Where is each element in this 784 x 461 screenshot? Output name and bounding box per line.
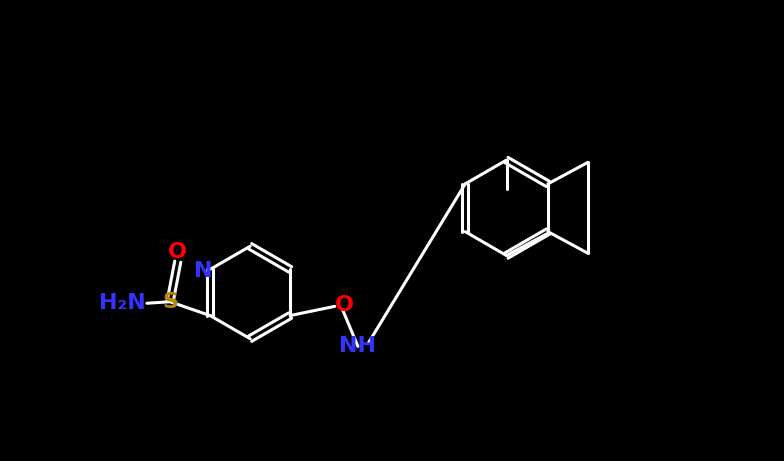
Text: N: N (194, 261, 212, 281)
Text: NH: NH (339, 337, 376, 356)
Text: O: O (335, 295, 354, 315)
Text: O: O (169, 242, 187, 262)
Text: S: S (162, 292, 178, 312)
Text: H₂N: H₂N (99, 293, 146, 313)
